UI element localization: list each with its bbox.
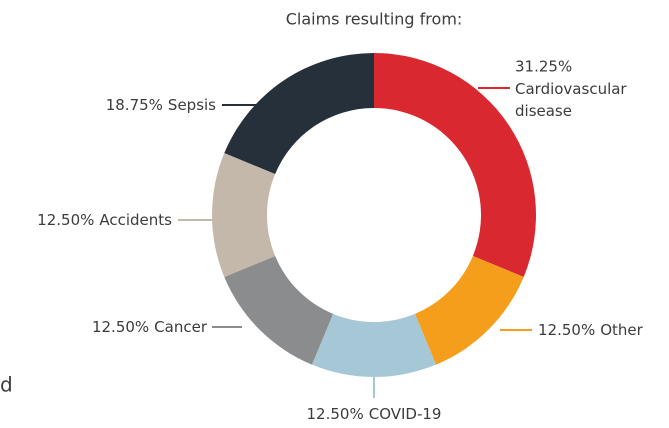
category-label: Cancer (154, 318, 208, 336)
category-label-box: Cardiovascular disease (515, 80, 627, 120)
donut-segment (312, 313, 436, 377)
category-label: Other (600, 321, 643, 339)
donut-segment (224, 255, 334, 365)
category-label: Accidents (99, 211, 172, 229)
donut-segment (414, 255, 524, 365)
slice-label: 12.50% COVID-19 (307, 405, 442, 423)
donut-segment (374, 53, 536, 277)
category-label: COVID-19 (369, 405, 442, 423)
category-label: Cardiovascular disease (515, 80, 627, 120)
value-label: 31.25% (515, 58, 572, 76)
donut-segment (211, 153, 276, 277)
chart-title: Claims resulting from: (286, 10, 463, 29)
slice-label: 18.75% Sepsis (106, 96, 216, 114)
slice-label: 12.50% Cancer (92, 318, 208, 336)
value-label: 12.50% (37, 211, 94, 229)
donut-segment (224, 53, 374, 175)
value-label: 12.50% (307, 405, 364, 423)
cut-off-text: d (0, 373, 13, 397)
category-label: Sepsis (168, 96, 216, 114)
slice-label: 12.50% Other (538, 321, 644, 339)
slice-label: 12.50% Accidents (37, 211, 172, 229)
value-label: 12.50% (92, 318, 149, 336)
value-label: 18.75% (106, 96, 163, 114)
value-label: 12.50% (538, 321, 595, 339)
